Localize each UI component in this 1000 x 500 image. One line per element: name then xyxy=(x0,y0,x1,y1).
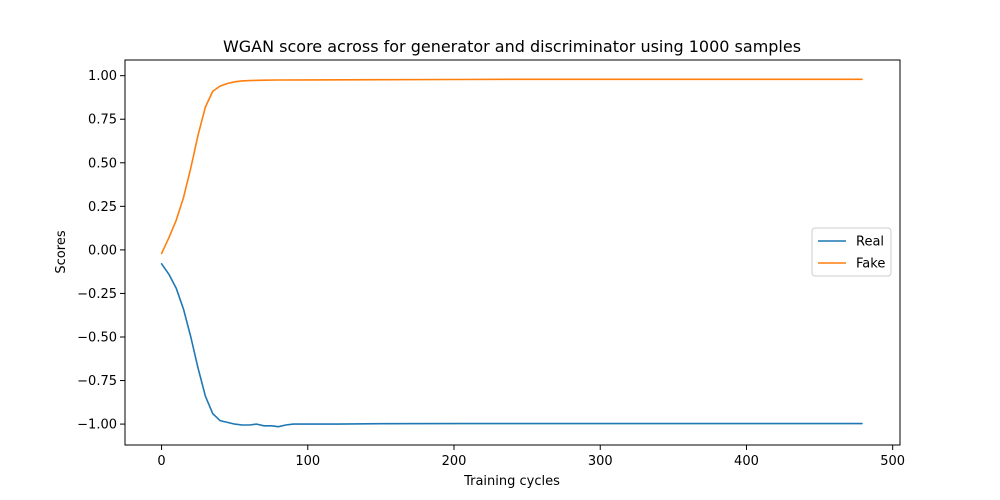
x-tick-label: 0 xyxy=(157,454,165,469)
axes-frame xyxy=(124,59,901,446)
chart-title: WGAN score across for generator and disc… xyxy=(223,37,801,56)
y-tick-label: −0.25 xyxy=(77,287,117,302)
y-tick-label: 0.50 xyxy=(88,156,117,171)
series-lines xyxy=(160,78,863,428)
x-tick-label: 300 xyxy=(588,454,613,469)
x-tick-label: 100 xyxy=(295,454,320,469)
legend-label-fake: Fake xyxy=(856,257,885,272)
y-tick-label: 0.75 xyxy=(88,113,117,128)
legend-box xyxy=(811,227,892,277)
x-axis-label: Training cycles xyxy=(463,474,560,489)
x-axis-ticks: 0 100 200 300 400 500 xyxy=(157,445,905,469)
series-line-real xyxy=(160,262,863,428)
plot-area: 0 100 200 300 400 500 −1.00 −0.75 −0.50 −0.25 0.0… xyxy=(77,59,905,469)
y-tick-label: −1.00 xyxy=(77,418,117,433)
y-axis-ticks: −1.00 −0.75 −0.50 −0.25 0.00 0.25 0.50 0.75 1.00 xyxy=(77,69,125,433)
x-tick-label: 400 xyxy=(734,454,759,469)
y-axis-label: Scores xyxy=(54,230,69,273)
x-tick-label: 200 xyxy=(442,454,467,469)
y-tick-label: −0.75 xyxy=(77,374,117,389)
legend-label-real: Real xyxy=(856,235,884,250)
y-tick-label: 0.00 xyxy=(88,243,117,258)
y-tick-label: 0.25 xyxy=(88,200,117,215)
legend: Real Fake xyxy=(811,227,892,277)
y-tick-label: −0.50 xyxy=(77,330,117,345)
y-tick-label: 1.00 xyxy=(88,69,117,84)
series-line-fake xyxy=(160,78,863,255)
x-tick-label: 500 xyxy=(880,454,905,469)
